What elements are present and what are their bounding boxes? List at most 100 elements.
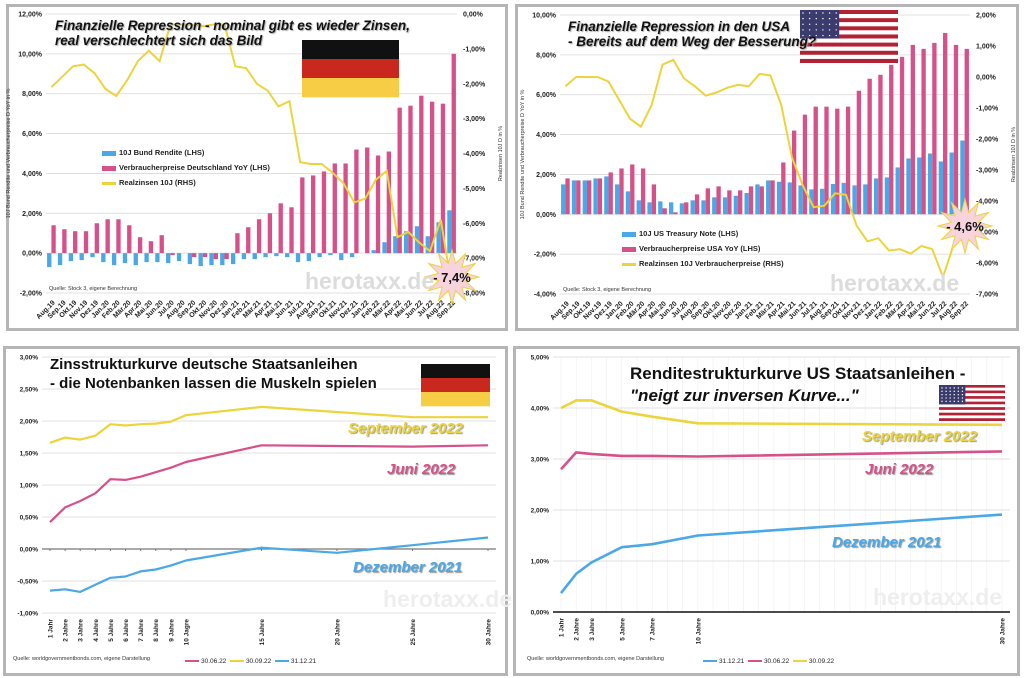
series-line	[559, 513, 1003, 594]
y-right-tick-label: -1,00%	[463, 46, 486, 53]
x-tick-label: 4 Jahre	[93, 619, 100, 642]
bar	[802, 114, 808, 215]
bar	[300, 177, 305, 254]
series-line	[49, 405, 488, 444]
chart1-source: Quelle: Stock 3, eigene Berechnung	[49, 286, 138, 292]
legend-item: Verbraucherpreise Deutschland YoY (LHS)	[102, 160, 270, 175]
bar	[155, 253, 160, 263]
y-right-axis-title: Realzinsen 10J D in %	[498, 126, 504, 181]
chart3-legend: 30.06.22 30.09.22 31.12.21	[185, 658, 316, 665]
bar	[949, 152, 954, 215]
bar	[766, 180, 771, 215]
legend-item: 10J Bund Rendite (LHS)	[102, 145, 270, 160]
bar	[910, 44, 915, 215]
x-tick-label: 9 Jahre	[168, 619, 175, 642]
y-right-tick-label: 0,00%	[976, 75, 997, 82]
bar	[884, 177, 890, 215]
bar	[224, 253, 229, 260]
legend-item: Realzinsen 10J (RHS)	[102, 175, 270, 190]
bar	[917, 157, 922, 215]
bar	[90, 253, 95, 258]
bar	[705, 188, 710, 215]
y-right-tick-label: 0,00%	[463, 12, 484, 19]
y-tick-label: 2,50%	[20, 387, 39, 394]
bar	[83, 231, 89, 254]
y-tick-label: 3,00%	[20, 355, 39, 362]
bar	[781, 162, 786, 215]
y-right-tick-label: -5,00%	[976, 230, 999, 237]
bar	[712, 197, 717, 215]
x-tick-label: 15 Jahre	[259, 619, 266, 646]
bar	[263, 253, 268, 258]
y-right-axis-title: Realzinsen 10J D in %	[1011, 127, 1017, 182]
x-tick-label: 8 Jahre	[153, 619, 160, 642]
bar	[824, 106, 829, 215]
bar	[755, 184, 760, 215]
label-september-2022: September 2022	[348, 420, 464, 437]
bar	[615, 184, 620, 215]
chart2-title: Finanzielle Repression in den USA - Berei…	[568, 19, 817, 49]
y-tick-label: 1,50%	[20, 451, 39, 458]
bar	[79, 253, 84, 261]
bar	[144, 253, 149, 263]
bar	[679, 203, 685, 215]
bar	[47, 253, 52, 268]
series-line	[49, 536, 489, 594]
bar	[440, 103, 446, 254]
y-tick-label: 0,00%	[536, 212, 557, 219]
y-right-tick-label: -4,00%	[463, 151, 486, 158]
bar	[662, 208, 667, 215]
bar	[310, 175, 316, 254]
bar	[597, 178, 603, 215]
bar	[727, 190, 732, 215]
y-tick-label: 6,00%	[536, 92, 557, 99]
y-right-tick-label: -6,00%	[463, 221, 486, 228]
annotation-label: - 7,4%	[433, 270, 471, 285]
bar	[425, 236, 430, 254]
bar	[116, 219, 121, 254]
bar	[964, 48, 969, 215]
bar	[235, 233, 240, 254]
bar	[246, 227, 251, 254]
bar	[386, 151, 392, 254]
annotation-starburst: - 7,4%	[423, 248, 481, 306]
bar	[651, 184, 657, 215]
bar	[716, 186, 721, 215]
bar	[133, 253, 138, 266]
bar	[586, 180, 592, 215]
y-tick-label: -1,00%	[17, 611, 38, 618]
chart4-source: Quelle: worldgovernmentbonds.com, eigene…	[527, 656, 664, 662]
y-tick-label: 4,00%	[531, 406, 550, 413]
chart1-title: Finanzielle Repression - nominal gibt es…	[55, 18, 410, 48]
bar	[137, 237, 143, 254]
bar	[608, 172, 613, 215]
bar	[57, 253, 63, 266]
bar	[770, 180, 775, 215]
x-tick-label: 6 Jahre	[123, 619, 130, 642]
legend-item: 31.12.21	[274, 658, 316, 665]
y-tick-label: 4,00%	[22, 171, 43, 178]
bar	[835, 108, 840, 215]
y-axis-title: 10J Bund Rendite und Verbraucherpreise D…	[520, 89, 526, 219]
bar	[105, 219, 110, 254]
y-right-tick-label: -2,00%	[976, 137, 999, 144]
bar	[640, 168, 646, 215]
y-right-tick-label: -4,00%	[976, 199, 999, 206]
bar	[397, 107, 402, 254]
bar	[328, 253, 333, 256]
bar	[867, 78, 872, 215]
y-tick-label: 10,00%	[532, 13, 557, 20]
bar	[317, 253, 322, 258]
y-tick-label: 2,00%	[20, 419, 39, 426]
bar	[841, 182, 846, 215]
bar	[332, 163, 337, 254]
series-line	[560, 399, 1003, 427]
bar	[776, 181, 782, 215]
bar	[192, 253, 197, 258]
annotation-label: - 4,6%	[946, 219, 984, 234]
bar	[230, 253, 236, 265]
bar	[202, 253, 208, 258]
x-tick-label: 1 Jahr	[48, 619, 55, 639]
x-tick-label: 25 Jahre	[410, 619, 417, 646]
bar	[339, 253, 344, 261]
